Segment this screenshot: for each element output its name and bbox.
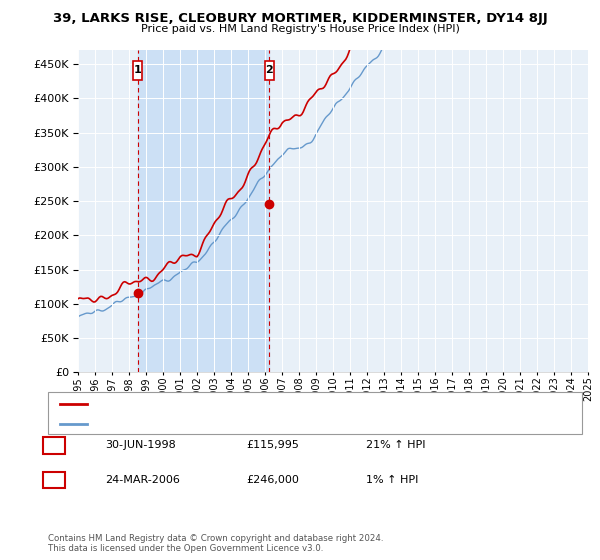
Text: 39, LARKS RISE, CLEOBURY MORTIMER, KIDDERMINSTER, DY14 8JJ (detached house): 39, LARKS RISE, CLEOBURY MORTIMER, KIDDE… bbox=[93, 399, 491, 408]
Text: 39, LARKS RISE, CLEOBURY MORTIMER, KIDDERMINSTER, DY14 8JJ: 39, LARKS RISE, CLEOBURY MORTIMER, KIDDE… bbox=[53, 12, 547, 25]
Text: Price paid vs. HM Land Registry's House Price Index (HPI): Price paid vs. HM Land Registry's House … bbox=[140, 24, 460, 34]
Text: £246,000: £246,000 bbox=[246, 475, 299, 485]
Bar bbox=[137, 50, 269, 372]
Text: 21% ↑ HPI: 21% ↑ HPI bbox=[366, 440, 425, 450]
Text: £115,995: £115,995 bbox=[246, 440, 299, 450]
Text: 2: 2 bbox=[265, 66, 273, 75]
Text: 2: 2 bbox=[50, 473, 58, 487]
Text: Contains HM Land Registry data © Crown copyright and database right 2024.
This d: Contains HM Land Registry data © Crown c… bbox=[48, 534, 383, 553]
Text: 24-MAR-2006: 24-MAR-2006 bbox=[105, 475, 180, 485]
Text: 1: 1 bbox=[134, 66, 142, 75]
Text: 30-JUN-1998: 30-JUN-1998 bbox=[105, 440, 176, 450]
Text: HPI: Average price, detached house, Shropshire: HPI: Average price, detached house, Shro… bbox=[93, 419, 320, 428]
Text: 1% ↑ HPI: 1% ↑ HPI bbox=[366, 475, 418, 485]
Text: 1: 1 bbox=[50, 438, 58, 452]
Bar bbox=[265, 60, 274, 80]
Bar bbox=[133, 60, 142, 80]
